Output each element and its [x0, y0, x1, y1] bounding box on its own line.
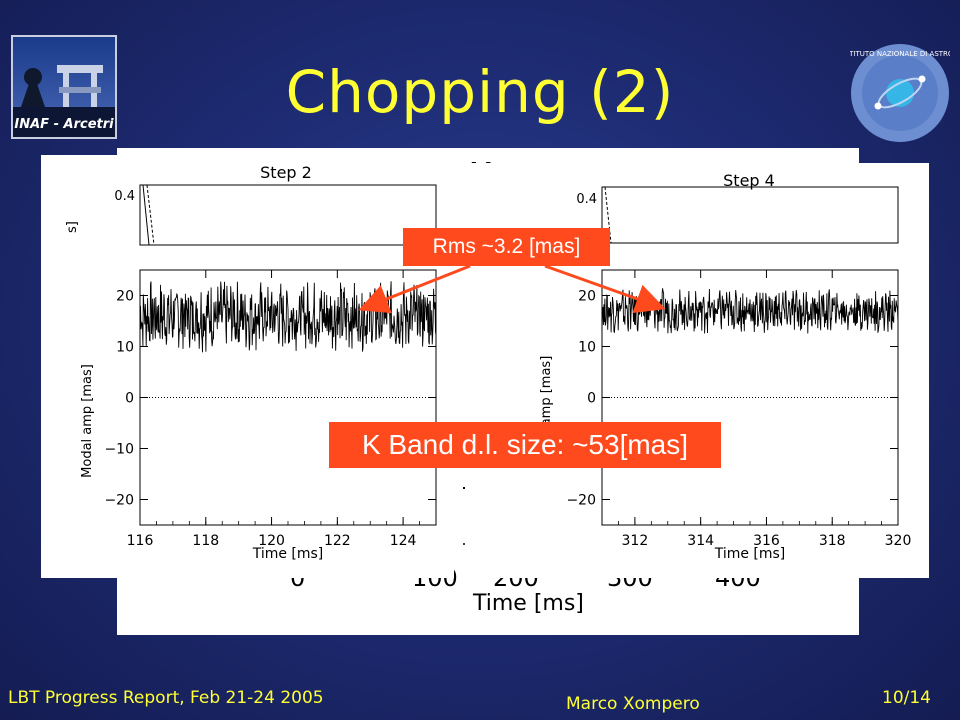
kband-callout: K Band d.l. size: ~53[mas] [329, 422, 721, 468]
step-2-upper-ylabel: s] [65, 221, 80, 233]
step-2-ytick-label: 10 [116, 340, 134, 356]
step-4-xtick-label: 318 [819, 533, 846, 549]
inaf-seal-logo: INAF ISTITUTO NAZIONALE DI ASTROFISICA [824, 43, 960, 143]
step-4-ytick-label: −20 [566, 493, 596, 509]
step-2-upper-curve [146, 184, 155, 246]
step-4-signal [601, 288, 899, 334]
step-4-upper-curve [604, 186, 612, 244]
step-2-panel: Step 2 0.4 s] −20 −10 0 10 20 116 118 120 122 124… [41, 155, 454, 578]
step-4-xtick-label: 316 [753, 533, 780, 549]
rms-callout: Rms ~3.2 [mas] [403, 228, 610, 266]
step-2-xtick-label: 118 [192, 533, 219, 549]
step-4-xtick-label: 320 [885, 533, 912, 549]
footer-author: Marco Xompero [566, 694, 700, 714]
step-2-upper-ytick: 0.4 [114, 189, 135, 204]
footer-page-number: 10/14 [882, 688, 931, 708]
logo-left-text: INAF - Arcetri [14, 117, 114, 132]
step-4-xtick-label: 312 [622, 533, 649, 549]
step-4-upper-frame [601, 186, 899, 244]
step-2-ytick-label: 0 [125, 391, 134, 407]
step-4-plot: −20−1001020312314316318320 [566, 269, 912, 549]
step-2-ytick-label: 20 [116, 289, 134, 305]
inaf-arcetri-logo: INAF - Arcetri [11, 35, 117, 139]
logo-right-text: INAF ISTITUTO NAZIONALE DI ASTROFISICA [850, 50, 950, 58]
step-4-ytick-label: 10 [578, 340, 596, 356]
step-4-xlabel: Time [ms] [714, 546, 786, 562]
step-4-xtick-label: 314 [687, 533, 714, 549]
step-2-ytick-label: −10 [104, 442, 134, 458]
step-4-ytick-label: 20 [578, 289, 596, 305]
footer-report: LBT Progress Report, Feb 21-24 2005 [8, 688, 324, 708]
step-2-xtick-label: 124 [390, 533, 417, 549]
step-2-ylabel: Modal amp [mas] [80, 364, 95, 478]
step-4-panel: Step 4 0.4 −20−1001020312314316318320 am… [465, 163, 929, 578]
step-2-xtick-label: 120 [258, 533, 285, 549]
slide-title: Chopping (2) [285, 58, 675, 126]
step-2-signal [139, 281, 437, 353]
step-2-upper-curve [142, 184, 150, 246]
step-4-ylabel: amp [mas] [539, 356, 554, 427]
step-4-upper-ytick: 0.4 [576, 192, 597, 207]
step-2-title: Step 2 [260, 163, 312, 182]
step-2-ytick-label: −20 [104, 493, 134, 509]
background-xlabel: Time [ms] [472, 591, 584, 616]
step-4-ytick-label: 0 [587, 391, 596, 407]
step-4-title: Step 4 [723, 171, 775, 190]
step-2-upper-frame [139, 184, 437, 246]
step-2-xtick-label: 122 [324, 533, 351, 549]
step-2-xlabel: Time [ms] [252, 546, 324, 562]
step-2-plot: −20 −10 0 10 20 116 118 120 122 124 [104, 269, 437, 549]
step-2-xtick-label: 116 [127, 533, 154, 549]
